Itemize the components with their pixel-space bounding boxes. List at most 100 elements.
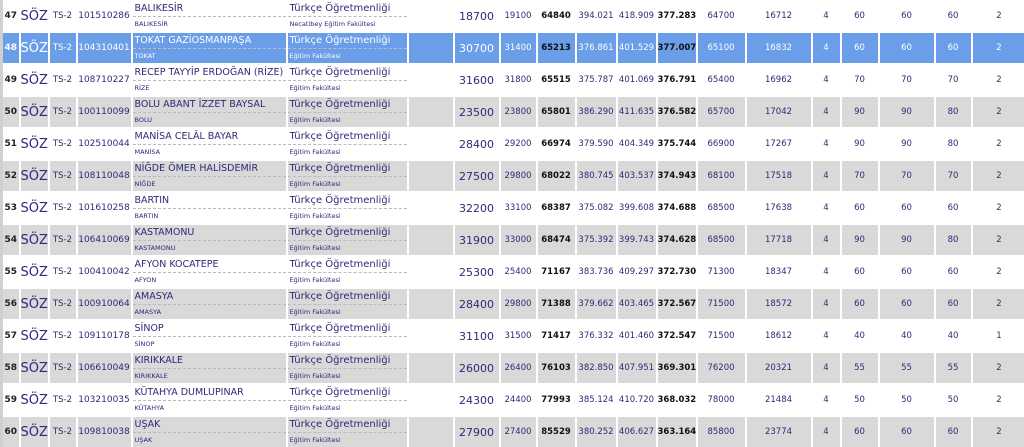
program-name[interactable]: Türkçe Öğretmenliği xyxy=(288,33,407,49)
value-cell: 27400 xyxy=(500,416,537,447)
value-cell: 31400 xyxy=(500,32,537,64)
program-name[interactable]: Türkçe Öğretmenliği xyxy=(288,65,407,81)
faculty-name: Eğitim Fakültesi xyxy=(288,209,407,223)
value-cell: 379.662 xyxy=(576,288,617,320)
value-cell: 418.909 xyxy=(617,0,657,32)
program-name[interactable]: Türkçe Öğretmenliği xyxy=(288,225,407,241)
table-row[interactable]: 48 SÖZ TS-2 104310401 TOKAT GAZİOSMANPAŞ… xyxy=(2,32,1024,64)
program-name[interactable]: Türkçe Öğretmenliği xyxy=(288,161,407,177)
type-cell: SÖZ xyxy=(20,352,49,384)
program-name[interactable]: Türkçe Öğretmenliği xyxy=(288,129,407,145)
value-cell: 60 xyxy=(841,256,879,288)
value-cell: 70 xyxy=(841,160,879,192)
value-cell: 65100 xyxy=(697,32,746,64)
table-row[interactable]: 51 SÖZ TS-2 102510044 MANİSA CELÂL BAYAR… xyxy=(2,128,1024,160)
value-cell: 4 xyxy=(812,0,841,32)
value-cell: 31600 xyxy=(454,64,500,96)
value-cell: 406.627 xyxy=(617,416,657,447)
table-row[interactable]: 49 SÖZ TS-2 108710227 RECEP TAYYİP ERDOĞ… xyxy=(2,64,1024,96)
program-name[interactable]: Türkçe Öğretmenliği xyxy=(288,417,407,433)
university-name[interactable]: KÜTAHYA DUMLUPINAR xyxy=(133,385,286,401)
city-name: KIRIKKALE xyxy=(133,369,286,383)
university-name[interactable]: NİĞDE ÖMER HALİSDEMİR xyxy=(133,161,286,177)
value-cell: 16712 xyxy=(746,0,812,32)
value-cell: 4 xyxy=(812,192,841,224)
university-name[interactable]: AMASYA xyxy=(133,289,286,305)
university-name[interactable]: MANİSA CELÂL BAYAR xyxy=(133,129,286,145)
type-cell: SÖZ xyxy=(20,128,49,160)
value-cell: 380.745 xyxy=(576,160,617,192)
city-name: MANİSA xyxy=(133,145,286,159)
value-cell: 68100 xyxy=(697,160,746,192)
faculty-name: Eğitim Fakültesi xyxy=(288,273,407,287)
value-cell: 60 xyxy=(935,0,972,32)
table-row[interactable]: 52 SÖZ TS-2 108110048 NİĞDE ÖMER HALİSDE… xyxy=(2,160,1024,192)
faculty-name: Eğitim Fakültesi xyxy=(288,401,407,415)
value-cell: 399.608 xyxy=(617,192,657,224)
program-name[interactable]: Türkçe Öğretmenliği xyxy=(288,1,407,17)
faculty-name: Eğitim Fakültesi xyxy=(288,177,407,191)
value-cell: 375.082 xyxy=(576,192,617,224)
value-cell: 17518 xyxy=(746,160,812,192)
program-code-cell: 108110048 xyxy=(77,160,132,192)
university-name[interactable]: BALIKESİR xyxy=(133,1,286,17)
university-name[interactable]: BARTIN xyxy=(133,193,286,209)
blank-cell xyxy=(408,32,454,64)
university-name[interactable]: KASTAMONU xyxy=(133,225,286,241)
university-name[interactable]: KIRIKKALE xyxy=(133,353,286,369)
value-cell: 25300 xyxy=(454,256,500,288)
value-cell: 78000 xyxy=(697,384,746,416)
value-cell: 28400 xyxy=(454,128,500,160)
value-cell: 29200 xyxy=(500,128,537,160)
value-cell: 40 xyxy=(841,320,879,352)
value-cell: 28400 xyxy=(454,288,500,320)
rank-cell: 51 xyxy=(2,128,20,160)
faculty-name: Eğitim Fakültesi xyxy=(288,241,407,255)
table-row[interactable]: 50 SÖZ TS-2 100110099 BOLU ABANT İZZET B… xyxy=(2,96,1024,128)
value-cell: 2 xyxy=(972,96,1024,128)
value-cell: 386.290 xyxy=(576,96,617,128)
university-name[interactable]: RECEP TAYYİP ERDOĞAN (RİZE) xyxy=(133,65,286,81)
university-name[interactable]: UŞAK xyxy=(133,417,286,433)
university-name[interactable]: SİNOP xyxy=(133,321,286,337)
value-cell: 71388 xyxy=(537,288,576,320)
program-name[interactable]: Türkçe Öğretmenliği xyxy=(288,385,407,401)
program-code-cell: 103210035 xyxy=(77,384,132,416)
value-cell: 50 xyxy=(841,384,879,416)
rank-cell: 56 xyxy=(2,288,20,320)
score-type-cell: TS-2 xyxy=(49,256,77,288)
program-name[interactable]: Türkçe Öğretmenliği xyxy=(288,257,407,273)
program-name[interactable]: Türkçe Öğretmenliği xyxy=(288,97,407,113)
program-name[interactable]: Türkçe Öğretmenliği xyxy=(288,289,407,305)
rank-cell: 54 xyxy=(2,224,20,256)
score-type-cell: TS-2 xyxy=(49,352,77,384)
university-name[interactable]: AFYON KOCATEPE xyxy=(133,257,286,273)
value-cell: 2 xyxy=(972,256,1024,288)
table-row[interactable]: 59 SÖZ TS-2 103210035 KÜTAHYA DUMLUPINAR… xyxy=(2,384,1024,416)
university-name[interactable]: TOKAT GAZİOSMANPAŞA xyxy=(133,33,286,49)
program-name[interactable]: Türkçe Öğretmenliği xyxy=(288,353,407,369)
program-name[interactable]: Türkçe Öğretmenliği xyxy=(288,321,407,337)
value-cell: 60 xyxy=(935,416,972,447)
program-name[interactable]: Türkçe Öğretmenliği xyxy=(288,193,407,209)
city-name: BALIKESİR xyxy=(133,17,286,31)
value-cell: 4 xyxy=(812,96,841,128)
university-name[interactable]: BOLU ABANT İZZET BAYSAL xyxy=(133,97,286,113)
